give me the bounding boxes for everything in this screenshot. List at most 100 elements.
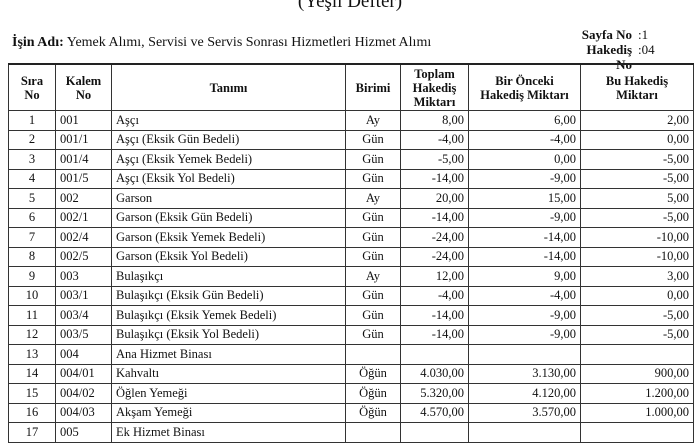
column-header: Bu Hakediş Miktarı	[580, 63, 694, 111]
table-row: 8 002/5 Garson (Eksik Yol Bedeli) Gün -24,00…	[8, 246, 694, 267]
table-cell: 4.030,00	[400, 363, 469, 384]
table-cell: 12,00	[400, 266, 469, 287]
table-row: 10 003/1 Bulaşıkçı (Eksik Gün Bedeli) Gün -4…	[8, 285, 694, 306]
table-cell: 003/4	[55, 305, 112, 326]
table-cell: 002/1	[55, 207, 112, 228]
table-cell: -24,00	[400, 246, 469, 267]
table-cell: Gün	[345, 285, 401, 306]
table-cell	[580, 344, 694, 365]
table-cell: -9,00	[468, 324, 581, 345]
table-cell: 002/4	[55, 227, 112, 248]
table-cell: Garson (Eksik Yol Bedeli)	[111, 246, 346, 267]
table-cell: 004	[55, 344, 112, 365]
table-cell: Öğlen Yemeği	[111, 383, 346, 404]
table-cell: -4,00	[400, 285, 469, 306]
table-cell: Garson (Eksik Yemek Bedeli)	[111, 227, 346, 248]
column-header: Toplam Hakediş Miktarı	[400, 63, 469, 111]
job-name: İşin Adı: Yemek Alımı, Servisi ve Servis…	[12, 35, 431, 51]
table-cell: -5,00	[580, 305, 694, 326]
table-row: 16 004/03 Akşam Yemeği Öğün 4.570,00 3.570,00…	[8, 402, 694, 423]
table-cell: Gün	[345, 227, 401, 248]
table-row: 13 004 Ana Hizmet Binası	[8, 344, 694, 365]
table-cell	[580, 422, 694, 443]
table-cell: -5,00	[580, 324, 694, 345]
table-cell: -14,00	[400, 324, 469, 345]
table-cell: -10,00	[580, 227, 694, 248]
table-cell: Kahvaltı	[111, 363, 346, 384]
table-cell: -4,00	[400, 129, 469, 150]
table-cell: 14	[8, 363, 56, 384]
table-cell: 3.130,00	[468, 363, 581, 384]
table-cell: 9	[8, 266, 56, 287]
table-row: 7 002/4 Garson (Eksik Yemek Bedeli) Gün -24,…	[8, 227, 694, 248]
table-row: 11 003/4 Bulaşıkçı (Eksik Yemek Bedeli) Gün…	[8, 305, 694, 326]
page-number: Sayfa No:1	[581, 27, 649, 42]
table-cell: -5,00	[400, 149, 469, 170]
table-row: 17 005 Ek Hizmet Binası	[8, 422, 694, 443]
table-cell: -5,00	[580, 207, 694, 228]
table-row: 4 001/5 Aşçı (Eksik Yol Bedeli) Gün -14,00 -9…	[8, 168, 694, 189]
table-cell: 003/1	[55, 285, 112, 306]
table-row: 1 001 Aşçı Ay 8,00 6,00 2,00	[8, 110, 694, 131]
table-cell: 12	[8, 324, 56, 345]
table-cell: 8,00	[400, 110, 469, 131]
table-cell: -10,00	[580, 246, 694, 267]
table-cell: 1.000,00	[580, 402, 694, 423]
table-cell: 001/4	[55, 149, 112, 170]
table-cell: -14,00	[468, 246, 581, 267]
table-row: 12 003/5 Bulaşıkçı (Eksik Yol Bedeli) Gün -1…	[8, 324, 694, 345]
table-cell: Gün	[345, 324, 401, 345]
table-cell: Öğün	[345, 402, 401, 423]
column-header: Tanımı	[111, 63, 346, 111]
table-cell: 3	[8, 149, 56, 170]
table-cell: 0,00	[580, 285, 694, 306]
table-cell: 9,00	[468, 266, 581, 287]
table-cell: -4,00	[468, 129, 581, 150]
column-header: Sıra No	[8, 63, 56, 111]
table-cell: -4,00	[468, 285, 581, 306]
table-cell: -14,00	[468, 227, 581, 248]
table-cell: 0,00	[468, 149, 581, 170]
table-cell: 16	[8, 402, 56, 423]
table-cell: Aşçı	[111, 110, 346, 131]
table-row: 3 001/4 Aşçı (Eksik Yemek Bedeli) Gün -5,00 0…	[8, 149, 694, 170]
table-cell: 5,00	[580, 188, 694, 209]
table-cell: -5,00	[580, 168, 694, 189]
table-cell: Bulaşıkçı	[111, 266, 346, 287]
table-cell: 002/5	[55, 246, 112, 267]
table-cell: 5	[8, 188, 56, 209]
column-header: Kalem No	[55, 63, 112, 111]
table-cell: 5.320,00	[400, 383, 469, 404]
table-cell: Gün	[345, 129, 401, 150]
column-header: Bir Önceki Hakediş Miktarı	[468, 63, 581, 111]
table-cell: Ay	[345, 110, 401, 131]
table-cell: 002	[55, 188, 112, 209]
table-cell: Gün	[345, 168, 401, 189]
document-title: (Yeşil Defter)	[297, 0, 403, 12]
table-cell: -5,00	[580, 149, 694, 170]
table-cell: 15	[8, 383, 56, 404]
table-cell	[400, 422, 469, 443]
table-cell: Öğün	[345, 383, 401, 404]
table-cell: Garson (Eksik Gün Bedeli)	[111, 207, 346, 228]
table-row: 15 004/02 Öğlen Yemeği Öğün 5.320,00 4.120,00…	[8, 383, 694, 404]
table-cell	[468, 422, 581, 443]
table-cell	[468, 344, 581, 365]
table-cell: 17	[8, 422, 56, 443]
table-cell: 4.120,00	[468, 383, 581, 404]
table-cell: 8	[8, 246, 56, 267]
table-cell: 900,00	[580, 363, 694, 384]
table-cell: Aşçı (Eksik Yol Bedeli)	[111, 168, 346, 189]
table-cell: -9,00	[468, 305, 581, 326]
table-cell: -14,00	[400, 168, 469, 189]
table-cell: 11	[8, 305, 56, 326]
table-cell: -9,00	[468, 207, 581, 228]
table-cell: 001/1	[55, 129, 112, 150]
table-row: 9 003 Bulaşıkçı Ay 12,00 9,00 3,00	[8, 266, 694, 287]
table-cell: 10	[8, 285, 56, 306]
table-cell: 4	[8, 168, 56, 189]
table-cell: 15,00	[468, 188, 581, 209]
table-cell: Gün	[345, 207, 401, 228]
column-header: Birimi	[345, 63, 401, 111]
table-cell: Gün	[345, 246, 401, 267]
